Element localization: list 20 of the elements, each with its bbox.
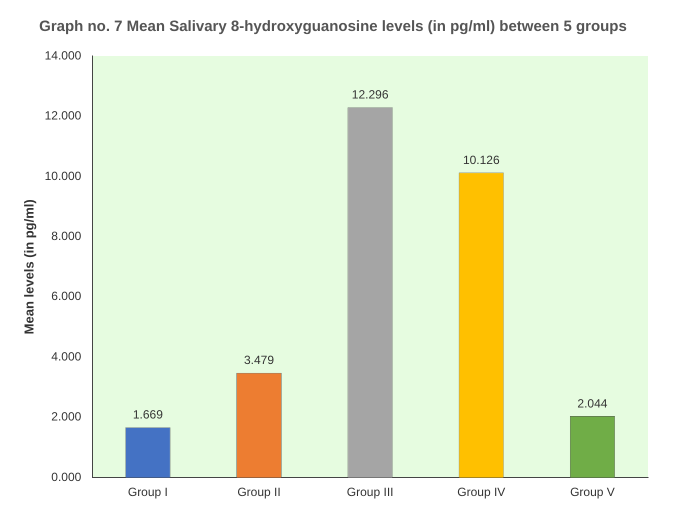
y-tick-label: 4.000 <box>51 349 82 364</box>
y-tick-label: 0.000 <box>51 470 82 484</box>
data-label: 3.479 <box>244 353 274 368</box>
y-tick-label: 12.000 <box>44 108 82 123</box>
x-tick-label: Group IV <box>457 485 506 500</box>
y-tick-label: 14.000 <box>44 48 82 62</box>
y-tick-label: 6.000 <box>51 289 82 304</box>
y-tick-label: 10.000 <box>44 168 82 183</box>
y-tick-label: 2.000 <box>51 410 82 424</box>
data-label: 12.296 <box>352 88 389 102</box>
x-tick-label: Group II <box>237 485 281 500</box>
data-label: 1.669 <box>132 408 164 422</box>
data-label: 10.126 <box>462 152 500 167</box>
y-axis-title: Mean levels (in pg/ml) <box>21 199 36 334</box>
x-tick-label: Group V <box>570 485 615 500</box>
data-label: 2.044 <box>577 396 608 410</box>
x-tick-label: Group I <box>128 485 168 500</box>
y-tick-label: 8.000 <box>51 229 82 243</box>
chart-title: Graph no. 7 Mean Salivary 8-hydroxyguanosine levels (in pg/ml) between 5 groups <box>39 18 627 36</box>
x-tick-label: Group III <box>346 485 394 500</box>
